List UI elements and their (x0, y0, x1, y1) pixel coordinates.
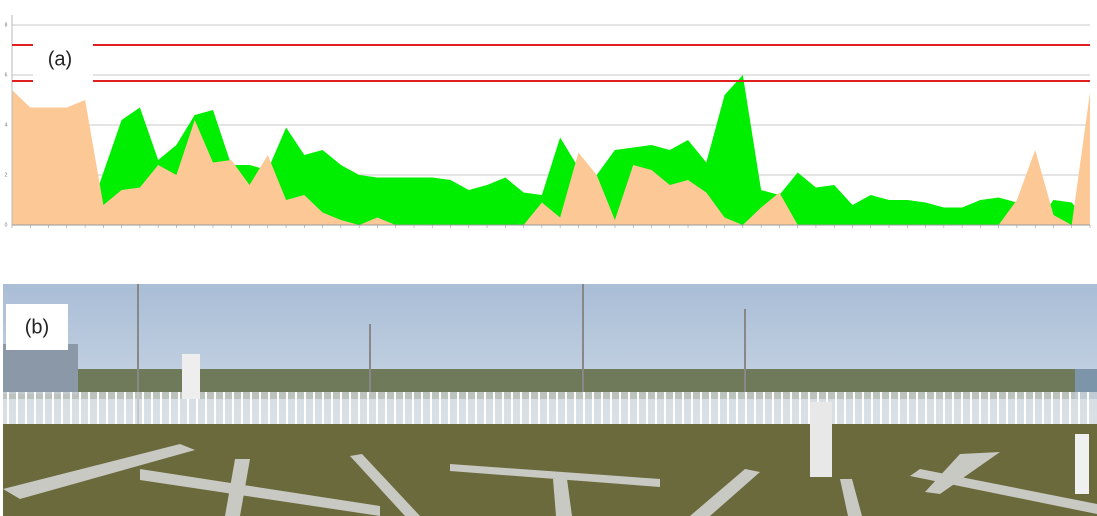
grass (3, 424, 1097, 516)
y-tick-label: 0 (5, 222, 8, 228)
panel-label: (a) (48, 48, 72, 70)
building (3, 344, 78, 394)
instrument (1075, 434, 1089, 494)
label-box (33, 35, 93, 83)
y-tick-label: 6 (5, 72, 8, 78)
instrument (810, 402, 832, 477)
y-tick-label: 8 (5, 22, 8, 28)
y-tick-label: 4 (5, 122, 8, 128)
label-box (6, 304, 68, 350)
building (1075, 369, 1097, 399)
power-poles (137, 284, 746, 434)
paths (3, 444, 1097, 516)
panel-label: (b) (25, 316, 49, 338)
y-tick-label: 2 (5, 172, 8, 178)
area (12, 90, 1090, 225)
area (12, 75, 1090, 225)
chart: 0 2 4 6 8 (a) (5, 15, 1091, 228)
panorama-photo: (b) (3, 284, 1097, 516)
instrument (182, 354, 200, 399)
